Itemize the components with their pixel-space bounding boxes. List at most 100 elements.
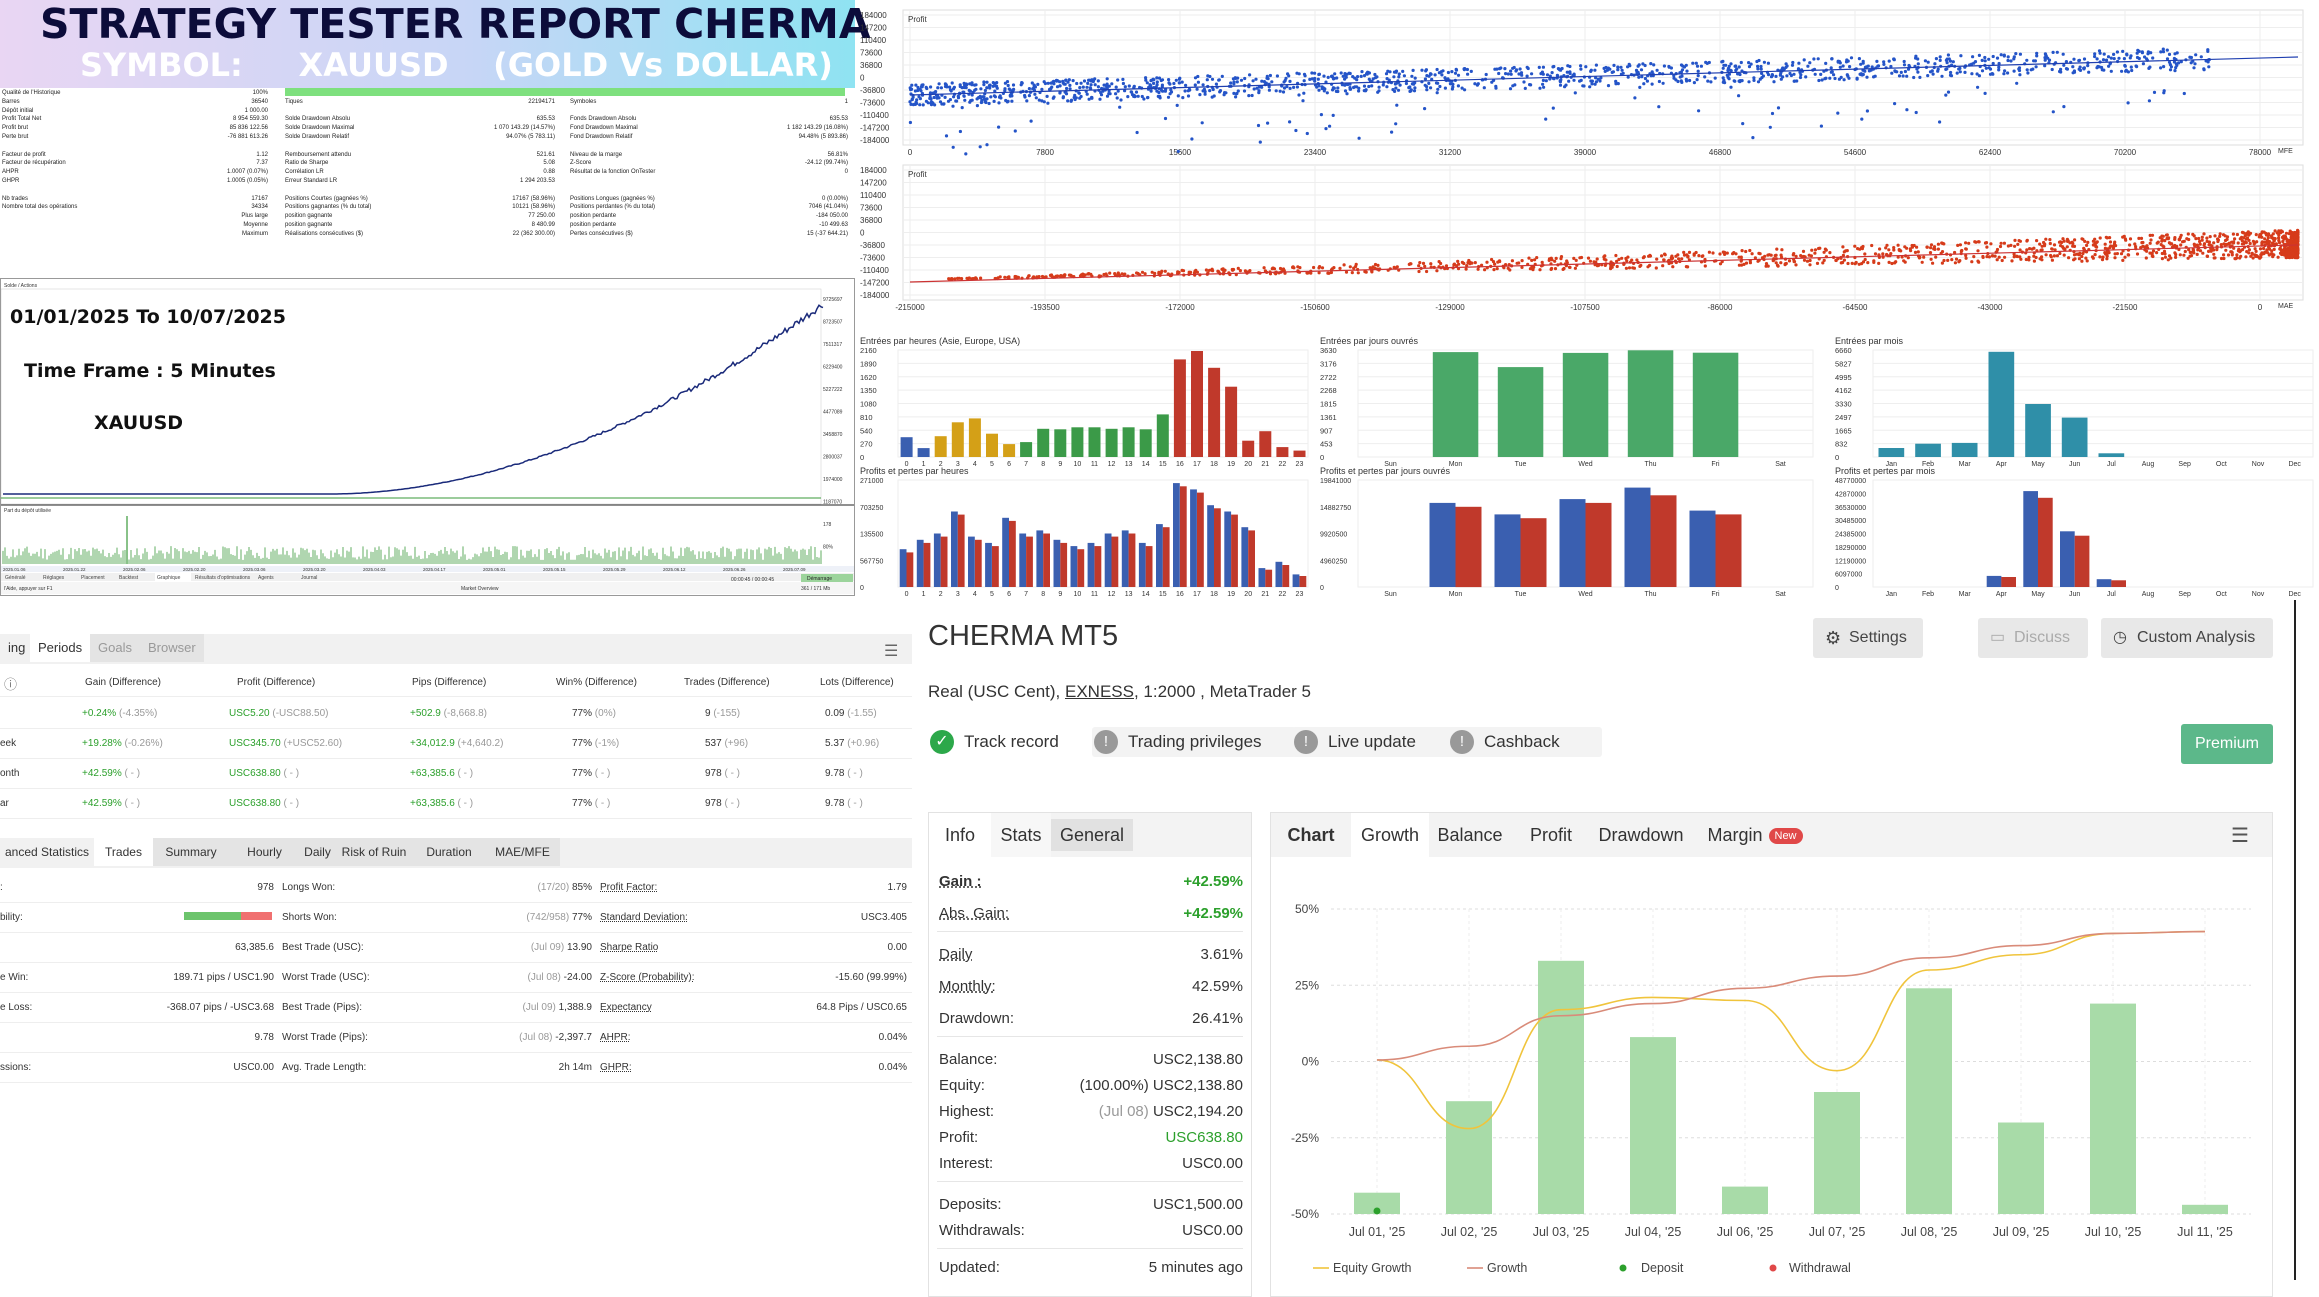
track-record-status[interactable]: ✓ Track record — [928, 727, 1094, 757]
adv-tab[interactable]: MAE/MFE — [485, 838, 560, 866]
scatter-point — [1436, 87, 1440, 91]
scatter-point — [1160, 83, 1164, 87]
scatter-point — [991, 84, 995, 88]
scatter-point — [1661, 264, 1665, 268]
scatter-point — [1884, 246, 1888, 250]
scatter-point — [1113, 272, 1117, 276]
adv-tab[interactable]: Summary — [153, 838, 229, 866]
scatter-point — [1288, 120, 1292, 124]
scatter-point — [1049, 81, 1053, 85]
chart-tab[interactable]: Chart — [1271, 813, 1351, 857]
scatter-point — [1387, 78, 1391, 82]
scatter-point — [988, 86, 992, 90]
scatter-point — [2035, 239, 2039, 243]
scatter-point — [2075, 252, 2079, 256]
tab-goals[interactable]: Goals — [90, 634, 140, 662]
scatter-point — [942, 102, 946, 106]
tab-info[interactable]: Info — [929, 813, 991, 857]
scatter-point — [1089, 83, 1093, 87]
scatter-point — [1760, 71, 1764, 75]
scatter-point — [1413, 86, 1417, 90]
clock-icon: ◷ — [2113, 629, 2127, 646]
tab-stats[interactable]: Stats — [991, 813, 1051, 857]
pm-ytick: 24385000 — [1835, 532, 1866, 539]
discuss-button[interactable]: ▭ Discuss — [1978, 618, 2088, 658]
chart-tab[interactable]: Drawdown — [1591, 813, 1691, 857]
scatter-point — [998, 94, 1002, 98]
scatter-point — [1435, 91, 1439, 95]
scatter-point — [1328, 124, 1332, 128]
scatter-point — [1788, 71, 1792, 76]
adv-tab[interactable]: Risk of Ruin — [335, 838, 413, 866]
tab-browser[interactable]: Browser — [140, 634, 204, 662]
scatter-point — [1157, 271, 1161, 276]
scatter-point — [1567, 79, 1571, 83]
scatter-point — [1476, 82, 1480, 86]
scatter-point — [928, 96, 932, 101]
scatter-point — [1503, 67, 1507, 71]
scatter-point — [968, 89, 972, 93]
scatter-point — [2125, 52, 2129, 56]
scatter-point — [2289, 240, 2293, 244]
adv-tab[interactable]: anced Statistics — [4, 845, 90, 859]
scatter-point — [1841, 253, 1845, 257]
scatter-point — [2135, 55, 2140, 60]
chart-tab[interactable]: Growth — [1351, 813, 1429, 857]
scatter-point — [1603, 263, 1607, 267]
scatter-point — [1410, 74, 1414, 78]
scatter-point — [1562, 74, 1566, 78]
adv-tab[interactable]: Daily — [300, 838, 335, 866]
main-plot-area — [0, 288, 822, 505]
pm-ytick: 36530000 — [1835, 505, 1866, 512]
scatter-point — [1338, 266, 1342, 270]
scatter-point — [1198, 93, 1202, 97]
cashback-status[interactable]: ! Cashback — [1448, 727, 1602, 757]
chart-settings-icon[interactable]: ☰ — [2231, 825, 2249, 847]
chart-tab[interactable]: Profit — [1511, 813, 1591, 857]
chart-tab[interactable]: Margin New — [1691, 813, 1819, 857]
scatter-point — [1866, 64, 1870, 68]
scatter-point — [1031, 87, 1035, 91]
scatter-point — [1931, 261, 1935, 265]
broker-link[interactable]: EXNESS — [1064, 682, 1134, 701]
ph-profit-bar — [1104, 533, 1112, 587]
scatter-point — [1446, 70, 1450, 75]
scatter-point — [2192, 234, 2196, 238]
scatter-point — [1324, 127, 1328, 131]
date-tick: 2025.03.20 — [303, 567, 326, 572]
scatter-point — [2169, 242, 2173, 246]
start-button — [801, 574, 853, 582]
hours-xtick: 18 — [1210, 461, 1218, 468]
premium-button[interactable]: Premium — [2181, 724, 2273, 764]
filter-settings-icon[interactable]: ☰ — [884, 643, 899, 660]
custom-analysis-button[interactable]: ◷ Custom Analysis — [2101, 618, 2273, 658]
report-row — [0, 143, 850, 151]
adv-tab[interactable]: Duration — [413, 838, 485, 866]
report-row: Qualité de l'Historique 100% — [0, 90, 850, 98]
growth-xtick: Jul 01, '25 — [1349, 1225, 1406, 1239]
scatter-point — [1588, 85, 1592, 89]
scatter-point — [2262, 246, 2266, 251]
scatter-point — [1641, 62, 1645, 66]
scatter-point — [1770, 111, 1775, 116]
trading-privileges-status[interactable]: ! Trading privileges — [1092, 727, 1296, 757]
status-bar — [1, 582, 854, 594]
scatter-point — [1520, 73, 1524, 77]
adv-tab[interactable]: Hourly — [229, 838, 300, 866]
scatter-ylabel: Profit — [908, 15, 927, 24]
pd-xtick: Thu — [1644, 591, 1656, 598]
tab-general[interactable]: General — [1051, 819, 1133, 851]
live-update-status[interactable]: ! Live update — [1292, 727, 1458, 757]
tab-periods[interactable]: Periods — [30, 634, 91, 662]
scatter-point — [1684, 265, 1688, 269]
settings-button[interactable]: ⚙ Settings — [1813, 618, 1923, 658]
tab-trading[interactable]: ing — [8, 640, 26, 655]
scatter-point — [2042, 240, 2046, 245]
adv-tab[interactable]: Trades — [94, 838, 153, 866]
scatter-point — [2141, 244, 2145, 248]
scatter-point — [1336, 86, 1340, 90]
scatter-point — [1964, 247, 1968, 251]
scatter-point — [2237, 247, 2241, 251]
chart-tab[interactable]: Balance — [1429, 813, 1511, 857]
report-cell: 15 (-37 644.21) — [806, 230, 848, 237]
